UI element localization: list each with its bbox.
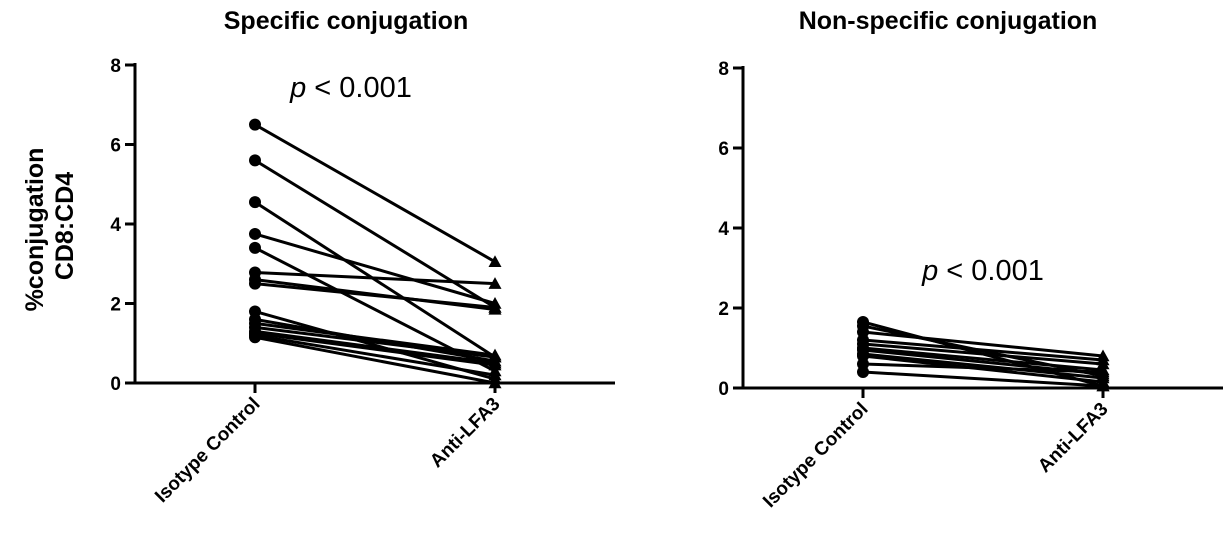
y-tick-label: 0 [110, 374, 121, 395]
y-tick-label: 0 [718, 379, 729, 400]
isotype-control-point [249, 227, 261, 240]
pair-line [254, 270, 496, 286]
anti-lfa3-point [488, 255, 502, 267]
isotype-control-point [249, 154, 261, 167]
pair-line [254, 329, 496, 365]
p-symbol: p [921, 255, 938, 287]
pair-line [254, 282, 496, 309]
anti-lfa3-point [488, 350, 502, 363]
pair-line [862, 342, 1104, 366]
isotype-control-point [249, 118, 261, 131]
p-value-text: < 0.001 [938, 255, 1044, 287]
pair-line [254, 331, 496, 367]
p-value-text: < 0.001 [306, 72, 412, 104]
anti-lfa3-point [488, 376, 502, 389]
y-tick-label: 4 [718, 219, 729, 240]
p-value-annotation: p < 0.001 [921, 255, 1044, 287]
pair-line [862, 370, 1104, 388]
y-tick-label: 8 [110, 56, 121, 77]
x-tick-label: Anti-LFA3 [426, 394, 504, 472]
anti-lfa3-point [488, 300, 502, 313]
pair-line [862, 362, 1104, 374]
pair-line [862, 330, 1104, 358]
p-symbol: p [289, 72, 306, 104]
pair-line [862, 346, 1104, 372]
anti-lfa3-point [488, 358, 502, 371]
isotype-control-point [249, 196, 261, 209]
y-tick-label: 2 [110, 295, 121, 316]
anti-lfa3-point [488, 277, 502, 289]
x-tick-label: Isotype Control [759, 399, 872, 512]
p-value-annotation: p < 0.001 [289, 72, 412, 104]
plot-area: 0 2 4 6 8 Isotype Control Anti-LFA3 [110, 56, 615, 507]
y-axis-label: %conjugation CD8:CD4 [21, 141, 79, 312]
pair-line [254, 335, 496, 385]
pair-line [254, 321, 496, 357]
x-tick-label: Isotype Control [151, 394, 264, 507]
pair-line [254, 123, 496, 264]
y-tick-label: 6 [718, 139, 729, 160]
pair-line [254, 200, 496, 359]
isotype-control-point [249, 331, 261, 344]
y-tick-label: 2 [718, 299, 729, 320]
y-tick-label: 8 [718, 59, 729, 80]
anti-lfa3-point [1096, 365, 1110, 378]
y-axis-label-line-1: %conjugation [21, 148, 49, 312]
y-axis-label-line-2: CD8:CD4 [51, 172, 79, 280]
pair-line [254, 333, 496, 377]
pair-line [254, 232, 496, 305]
pair-line [254, 325, 496, 359]
chart-specific-conjugation: Specific conjugation %conjugation CD8:CD… [21, 7, 615, 507]
y-tick-label: 4 [110, 215, 121, 236]
chart-title: Non-specific conjugation [799, 7, 1098, 35]
isotype-control-point [249, 277, 261, 290]
y-tick-label: 6 [110, 136, 121, 157]
isotype-control-point [249, 241, 261, 254]
anti-lfa3-point [1096, 357, 1110, 370]
chart-title: Specific conjugation [224, 7, 468, 35]
pair-line [862, 338, 1104, 362]
anti-lfa3-point [488, 368, 502, 381]
isotype-control-point [857, 366, 869, 378]
anti-lfa3-point [1096, 379, 1110, 392]
pair-line [862, 352, 1104, 380]
x-tick-label: Anti-LFA3 [1034, 399, 1112, 477]
chart-non-specific-conjugation: Non-specific conjugation p < 0.001 0 2 4 6 8… [718, 7, 1223, 512]
